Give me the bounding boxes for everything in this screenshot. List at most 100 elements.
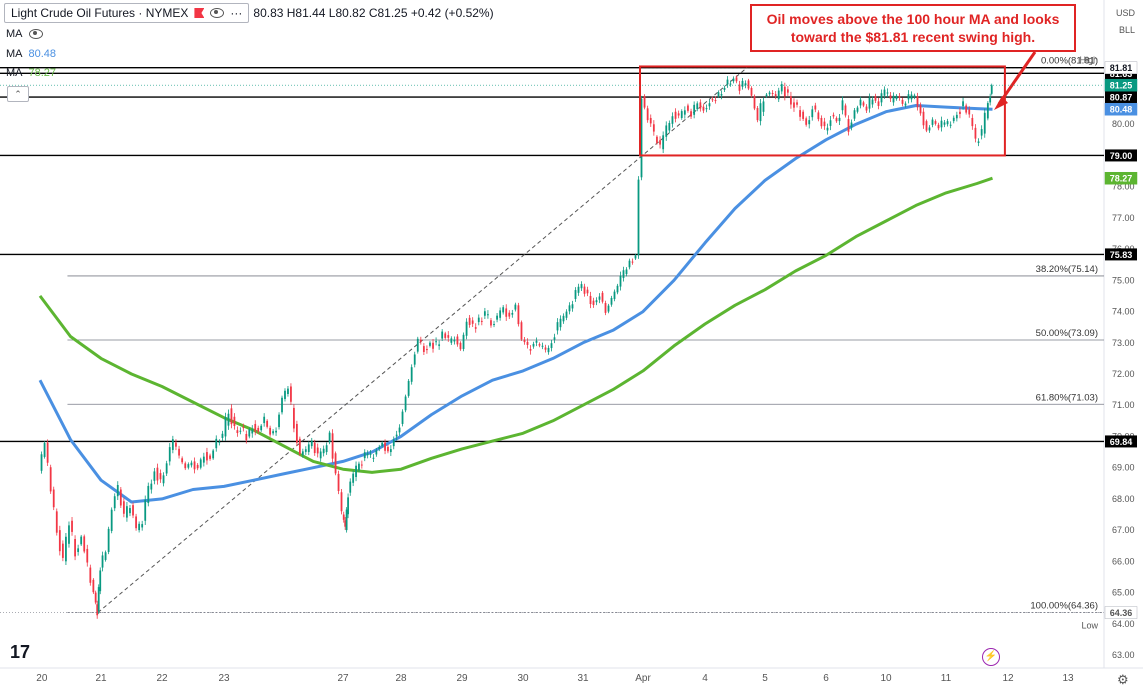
y-tick-label: 66.00 bbox=[1112, 556, 1135, 566]
moving-average-line bbox=[38, 176, 993, 474]
candle-body bbox=[83, 536, 86, 552]
candle-body bbox=[940, 120, 943, 128]
candle-body bbox=[171, 439, 174, 450]
candle-body bbox=[74, 539, 76, 557]
candle-body bbox=[853, 110, 856, 119]
candle-body bbox=[980, 129, 983, 136]
candle-body bbox=[674, 111, 677, 119]
tradingview-logo[interactable]: 17 bbox=[10, 642, 31, 662]
candle-body bbox=[598, 296, 601, 300]
price-tag bbox=[1104, 171, 1138, 185]
candle-body bbox=[693, 104, 696, 115]
candle-body bbox=[696, 103, 699, 110]
candle-body bbox=[453, 339, 456, 342]
candle-body bbox=[805, 118, 808, 125]
x-tick-label: 13 bbox=[1062, 673, 1074, 684]
candle-body bbox=[378, 447, 381, 449]
candle-body bbox=[517, 305, 520, 325]
y-tick-label: 68.00 bbox=[1112, 494, 1135, 504]
candle-body bbox=[541, 345, 544, 347]
candle-body bbox=[601, 292, 604, 302]
candle-body bbox=[43, 443, 46, 457]
symbol-box[interactable]: Light Crude Oil Futures · NYMEX ··· bbox=[4, 3, 250, 23]
candle-body bbox=[829, 120, 832, 126]
candle-body bbox=[589, 295, 592, 305]
x-tick-label: 6 bbox=[823, 673, 829, 684]
low-label: Low bbox=[1081, 620, 1098, 630]
fib-label: 100.00%(64.36) bbox=[1030, 601, 1098, 612]
candle-body bbox=[780, 84, 783, 92]
candle-body bbox=[135, 516, 137, 529]
indicator-value: 78.27 bbox=[28, 67, 57, 79]
candle-body bbox=[331, 433, 334, 459]
candle-body bbox=[613, 291, 616, 300]
y-tick-label: 74.00 bbox=[1112, 307, 1135, 317]
candle-body bbox=[61, 543, 64, 558]
candle-body bbox=[342, 514, 345, 520]
candle-body bbox=[295, 423, 298, 443]
candle-body bbox=[729, 83, 732, 85]
collapse-legend-button[interactable]: ⌃ bbox=[7, 86, 29, 102]
candle-body bbox=[708, 103, 711, 107]
annotation-arrow bbox=[997, 51, 1037, 105]
price-tag-label: 81.81 bbox=[1110, 63, 1133, 73]
candle-body bbox=[462, 334, 465, 350]
lightning-icon[interactable]: ⚡ bbox=[982, 648, 1000, 666]
indicator-label: MA bbox=[6, 67, 23, 79]
x-tick-label: 10 bbox=[880, 673, 892, 684]
candle-body bbox=[328, 432, 331, 443]
candle-body bbox=[40, 454, 43, 471]
candle-body bbox=[841, 100, 844, 111]
gear-icon[interactable]: ⚙ bbox=[1117, 672, 1129, 687]
eye-icon[interactable] bbox=[210, 8, 225, 18]
candle-body bbox=[844, 105, 847, 116]
x-tick-label: 23 bbox=[218, 673, 230, 684]
candle-body bbox=[702, 106, 705, 111]
indicator-value: 80.48 bbox=[28, 48, 57, 60]
candle-body bbox=[389, 449, 392, 453]
candle-body bbox=[955, 114, 958, 119]
candle-body bbox=[471, 320, 474, 324]
candle-body bbox=[577, 286, 580, 293]
fib-trendline bbox=[97, 67, 748, 613]
indicator-row-ma-100[interactable]: MA 80.48 bbox=[6, 48, 56, 60]
candle-body bbox=[652, 124, 655, 132]
candle-body bbox=[209, 455, 211, 459]
flag-icon[interactable] bbox=[194, 8, 205, 18]
candle-body bbox=[147, 485, 150, 503]
currency-label[interactable]: USD bbox=[1115, 8, 1135, 18]
indicator-row-ma-200[interactable]: MA 78.27 bbox=[6, 67, 56, 79]
candle-body bbox=[290, 386, 292, 402]
candle-body bbox=[883, 89, 886, 96]
candle-body bbox=[753, 96, 756, 109]
candle-body bbox=[937, 124, 940, 129]
x-tick-label: 11 bbox=[941, 673, 952, 684]
candle-body bbox=[508, 312, 511, 317]
candle-body bbox=[583, 286, 586, 294]
candle-body bbox=[77, 548, 80, 552]
candle-body bbox=[568, 305, 571, 312]
candle-body bbox=[659, 140, 661, 145]
candle-body bbox=[184, 463, 187, 469]
candle-body bbox=[55, 511, 58, 533]
price-tag bbox=[1104, 606, 1138, 619]
candle-body bbox=[260, 425, 263, 431]
candle-body bbox=[298, 438, 301, 454]
x-tick-label: 5 bbox=[762, 673, 768, 684]
unit-label[interactable]: BLL bbox=[1118, 25, 1135, 35]
candle-body bbox=[946, 121, 949, 125]
level-tag bbox=[1105, 149, 1137, 162]
candle-body bbox=[46, 442, 49, 463]
more-icon[interactable]: ··· bbox=[230, 6, 243, 20]
candle-body bbox=[410, 367, 413, 382]
candle-body bbox=[212, 450, 215, 459]
candle-body bbox=[811, 109, 814, 118]
candle-body bbox=[245, 433, 248, 441]
candle-body bbox=[762, 101, 765, 112]
indicator-row-ma-hidden[interactable]: MA bbox=[6, 28, 43, 40]
candle-body bbox=[820, 117, 823, 127]
eye-hidden-icon[interactable] bbox=[28, 29, 43, 39]
candle-body bbox=[307, 444, 310, 453]
candle-body bbox=[395, 434, 398, 437]
